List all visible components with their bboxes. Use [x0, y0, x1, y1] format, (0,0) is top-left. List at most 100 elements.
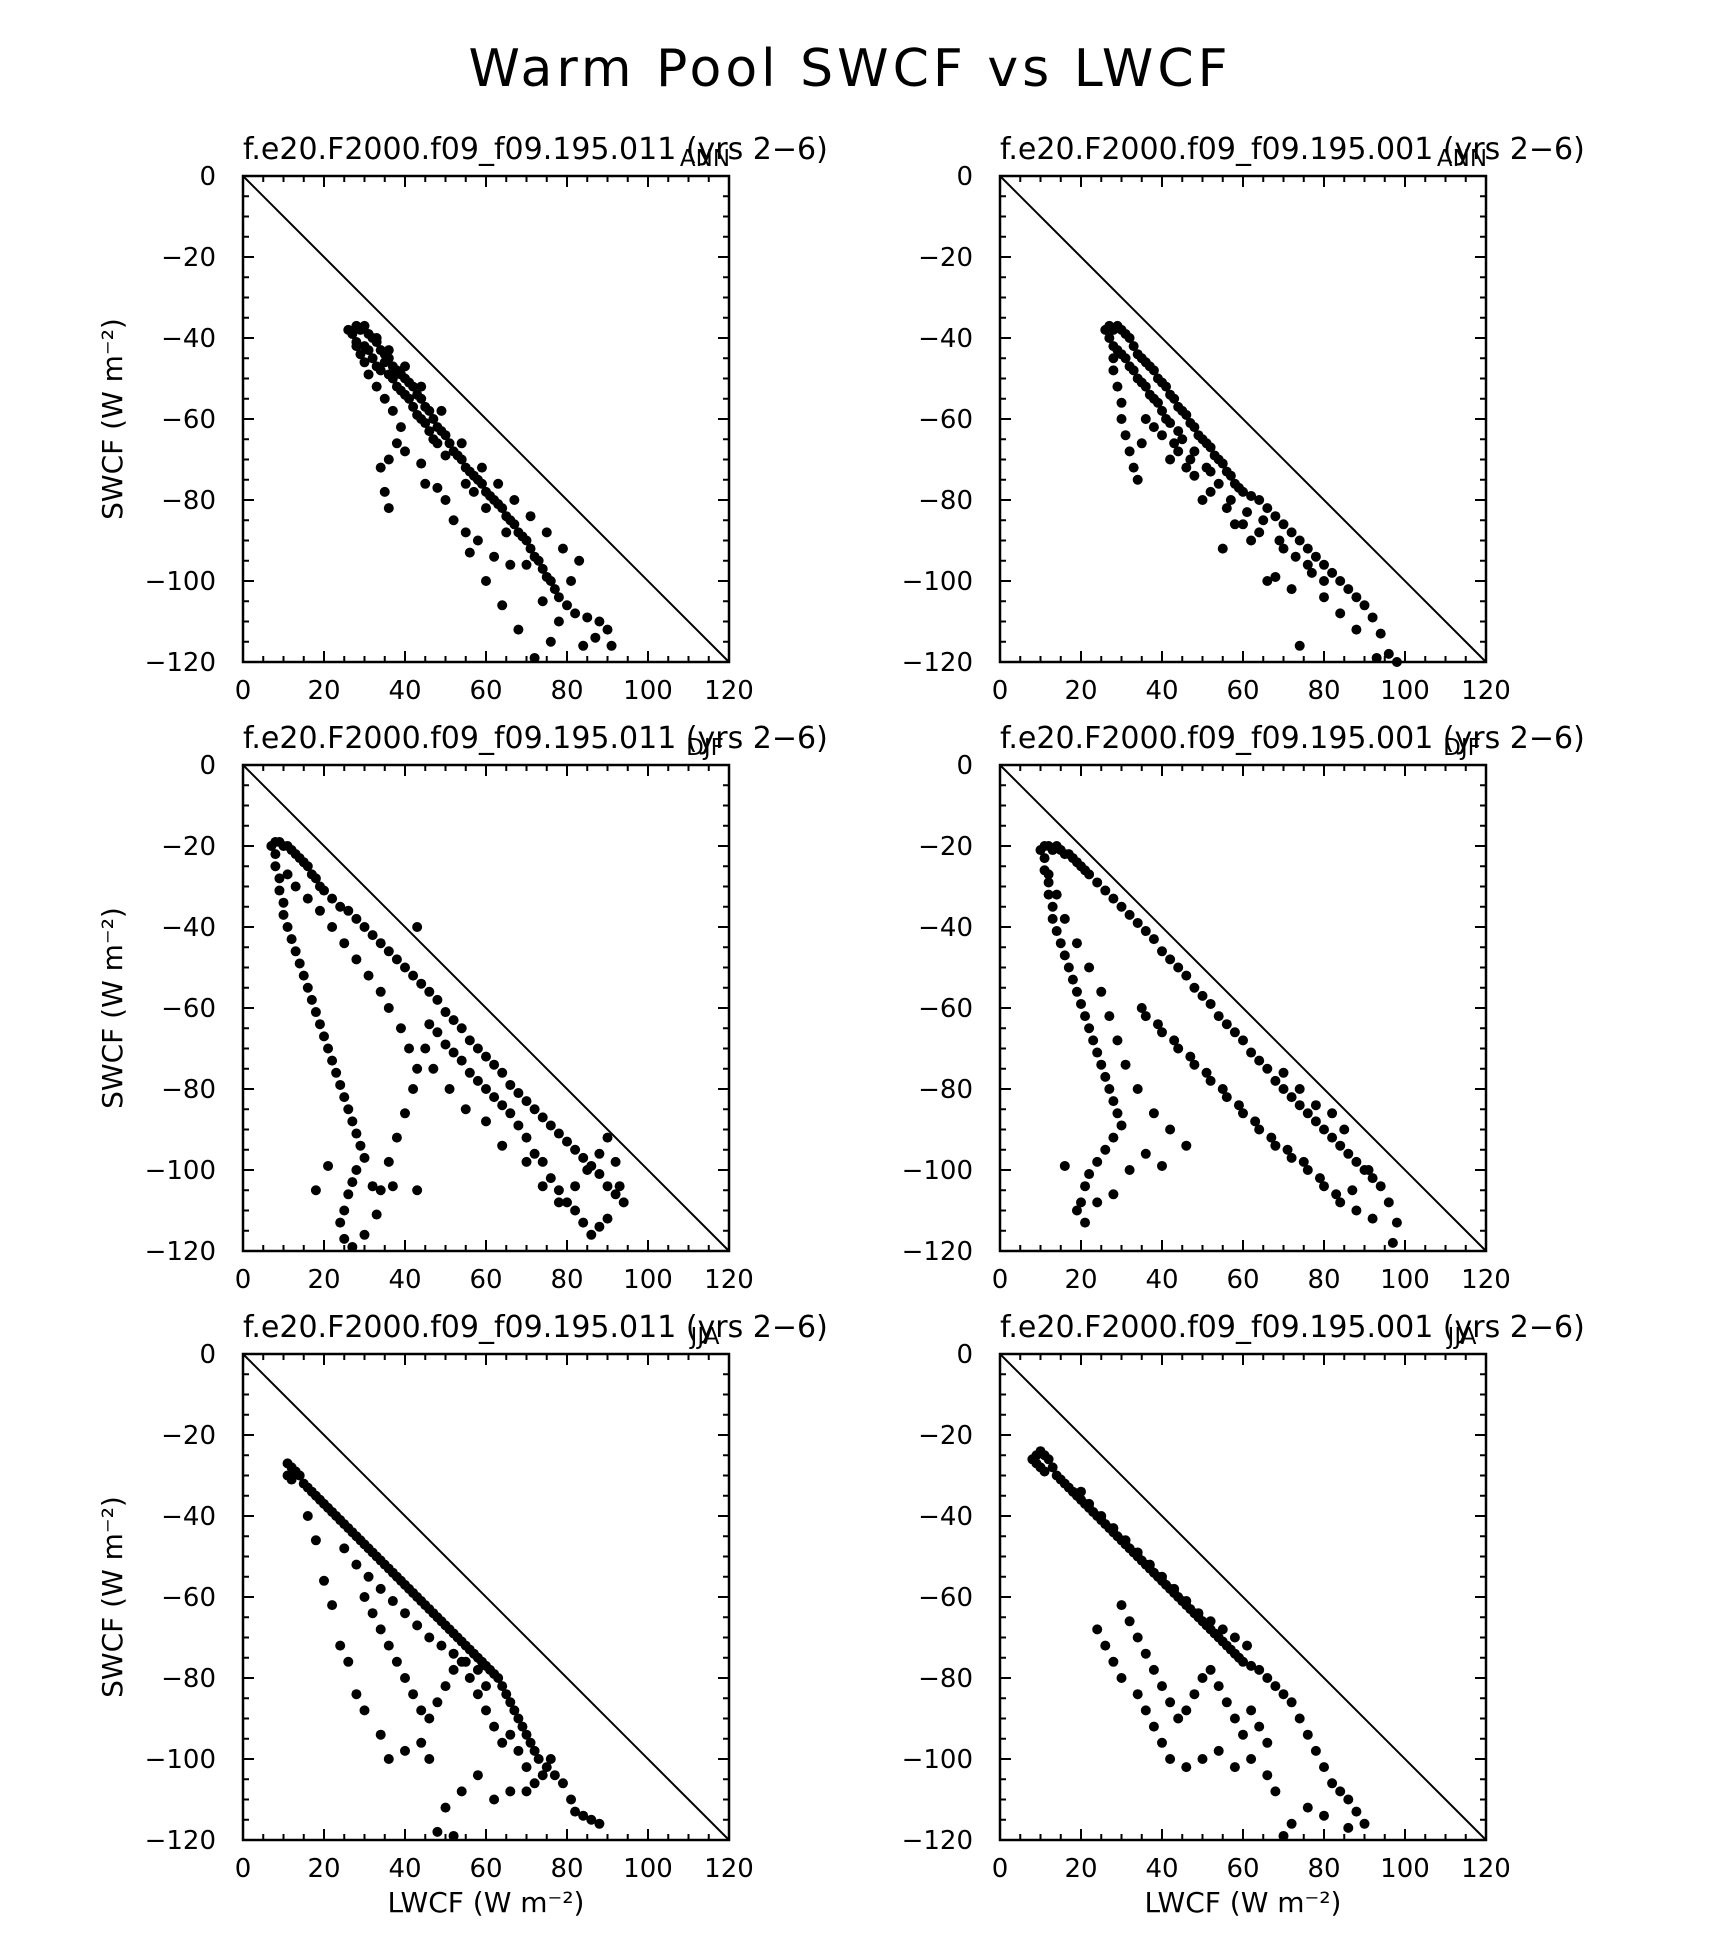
data-point: [1108, 1096, 1119, 1107]
data-point: [1039, 853, 1050, 864]
data-point: [1359, 600, 1370, 611]
data-point: [537, 563, 548, 574]
data-point: [553, 1185, 564, 1196]
data-point: [1339, 1124, 1350, 1135]
data-point: [286, 934, 297, 945]
data-point: [1262, 1673, 1273, 1683]
data-point: [335, 901, 346, 912]
data-point: [367, 930, 378, 941]
data-point: [1124, 446, 1135, 457]
data-point: [1238, 1108, 1248, 1119]
data-point: [424, 1754, 435, 1764]
data-point: [521, 1762, 532, 1773]
data-point: [472, 535, 483, 546]
data-point: [1383, 648, 1394, 659]
data-point: [1221, 1019, 1232, 1030]
x-tick-label: 100: [1380, 1854, 1430, 1884]
data-point: [1132, 1084, 1143, 1094]
data-point: [513, 1088, 524, 1099]
y-tick-label: 0: [956, 751, 973, 781]
data-point: [578, 1152, 589, 1163]
data-point: [1282, 1144, 1293, 1155]
data-point: [1132, 474, 1143, 485]
data-point: [290, 946, 301, 957]
data-point: [391, 438, 402, 449]
data-point: [1229, 1713, 1240, 1724]
data-point: [310, 873, 321, 884]
scatter-panel: f.e20.F2000.f09_f09.195.011 (yrs 2−6)JJA…: [96, 1310, 828, 1919]
data-point: [375, 1185, 386, 1196]
data-point: [578, 640, 589, 651]
data-point: [1298, 1156, 1309, 1167]
data-point: [537, 1181, 548, 1192]
data-point: [1063, 962, 1074, 973]
data-point: [460, 478, 471, 489]
data-point: [1278, 519, 1289, 530]
data-point: [566, 1794, 577, 1805]
x-tick-label: 0: [992, 1854, 1009, 1884]
data-point: [1286, 527, 1297, 538]
data-point: [1270, 1786, 1281, 1797]
x-axis-label: LWCF (W m⁻²): [1145, 1886, 1342, 1919]
data-point: [375, 1624, 386, 1635]
data-point: [274, 873, 285, 884]
data-point: [432, 482, 443, 493]
data-point: [395, 422, 406, 433]
y-tick-label: −100: [902, 1156, 973, 1186]
data-point: [541, 1762, 552, 1773]
data-point: [1335, 1197, 1346, 1208]
data-point: [1217, 1624, 1228, 1635]
data-point: [1246, 1705, 1257, 1716]
scatter-panel: f.e20.F2000.f09_f09.195.001 (yrs 2−6)ANN…: [902, 132, 1585, 706]
data-point: [1229, 1027, 1240, 1038]
x-tick-label: 0: [992, 676, 1009, 706]
data-point: [404, 1043, 415, 1054]
y-axis-label: SWCF (W m⁻²): [96, 318, 129, 520]
data-point: [343, 905, 354, 916]
data-point: [1294, 535, 1305, 546]
data-point: [618, 1197, 629, 1208]
data-point: [428, 414, 439, 424]
data-point: [1221, 503, 1232, 514]
data-point: [493, 478, 504, 489]
data-point: [1173, 1043, 1184, 1054]
data-point: [1076, 998, 1086, 1009]
data-point: [545, 636, 556, 647]
data-point: [294, 1470, 305, 1481]
data-point: [1262, 1770, 1273, 1781]
data-point: [574, 555, 585, 566]
data-point: [310, 1535, 321, 1546]
y-tick-label: −100: [145, 567, 216, 597]
data-point: [1335, 576, 1346, 586]
y-tick-label: −100: [145, 1156, 216, 1186]
scatter-panel: f.e20.F2000.f09_f09.195.011 (yrs 2−6)DJF…: [96, 721, 828, 1295]
data-point: [1120, 1535, 1131, 1546]
data-point: [1343, 1794, 1354, 1805]
data-point: [525, 1737, 536, 1748]
data-point: [1173, 446, 1184, 457]
data-point: [1140, 1705, 1151, 1716]
data-point: [1262, 1063, 1273, 1074]
data-point: [545, 1754, 556, 1764]
data-point: [1286, 1152, 1297, 1163]
data-point: [323, 1043, 334, 1054]
data-point: [489, 1721, 500, 1732]
data-point: [1319, 1762, 1329, 1773]
data-point: [1310, 1116, 1321, 1127]
data-point: [1270, 1681, 1281, 1692]
x-tick-label: 100: [1380, 1265, 1430, 1295]
x-tick-label: 40: [1145, 676, 1178, 706]
y-tick-label: 0: [956, 162, 973, 192]
data-point: [1124, 333, 1135, 343]
data-point: [1076, 1486, 1086, 1497]
data-point: [1246, 1660, 1257, 1671]
data-point: [1132, 917, 1143, 928]
data-point: [1112, 381, 1123, 392]
y-tick-label: 0: [956, 1340, 973, 1370]
data-point: [432, 1027, 443, 1038]
data-point: [351, 1165, 362, 1175]
data-point: [1071, 1205, 1082, 1216]
data-point: [1116, 1120, 1127, 1131]
data-point: [1084, 1498, 1095, 1509]
data-point: [1201, 462, 1212, 473]
